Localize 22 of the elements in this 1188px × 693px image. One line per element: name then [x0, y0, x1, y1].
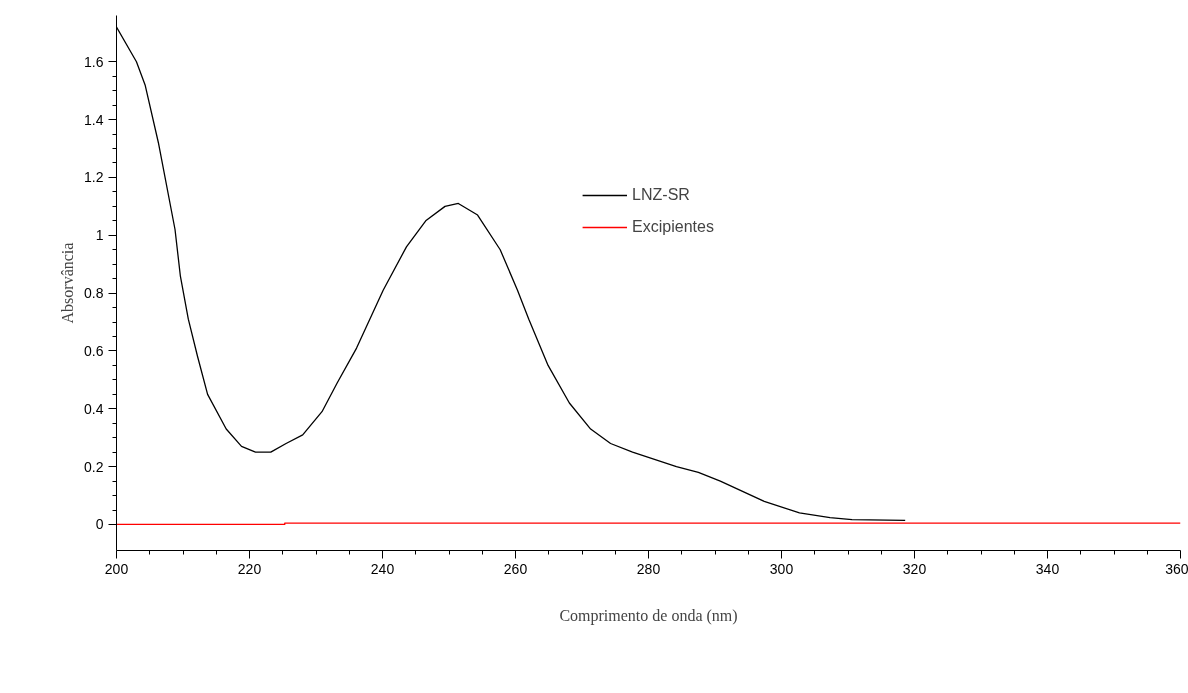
- y-tick-label: 0.6: [84, 342, 104, 359]
- x-tick-label: 280: [636, 560, 661, 577]
- y-axis-title: Absorvância: [59, 242, 77, 324]
- legend-label: Excipientes: [632, 218, 714, 236]
- y-tick-label: 0.4: [84, 400, 104, 417]
- x-tick-label: 320: [902, 560, 927, 577]
- y-tick-label: 1.2: [84, 169, 104, 186]
- y-tick-label: 0.8: [84, 285, 104, 302]
- x-tick-label: 360: [1165, 560, 1188, 577]
- legend-label: LNZ-SR: [632, 186, 690, 204]
- x-tick-label: 260: [503, 560, 528, 577]
- y-tick-label: 1.4: [84, 111, 104, 128]
- x-tick-label: 340: [1035, 560, 1060, 577]
- x-tick-label: 300: [769, 560, 794, 577]
- y-tick-label: 1.6: [84, 53, 104, 70]
- y-tick-label: 0: [95, 516, 104, 533]
- y-tick-label: 0.2: [84, 458, 104, 475]
- x-tick-label: 240: [370, 560, 395, 577]
- y-tick-label: 1: [95, 227, 104, 244]
- x-axis-title: Comprimento de onda (nm): [559, 606, 738, 625]
- x-tick-label: 220: [237, 560, 262, 577]
- x-tick-label: 200: [104, 560, 129, 577]
